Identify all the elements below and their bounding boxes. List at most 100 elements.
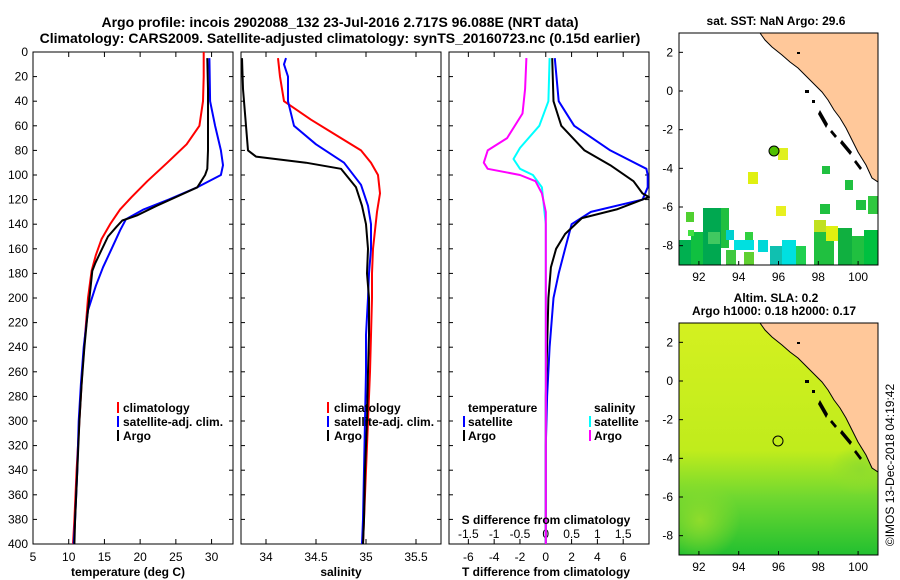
depth-tick-label: 40 bbox=[15, 94, 29, 108]
salinity-legend: climatology satellite-adj. clim. Argo bbox=[327, 401, 434, 443]
legend-label-argo: Argo bbox=[123, 429, 151, 443]
depth-axis-labels: 0 20 40 60 80 100 120 140 160 180 200 220 240 260 280 3… bbox=[8, 45, 28, 551]
legend-label-argo: Argo bbox=[334, 429, 362, 443]
series-line-t-argo bbox=[544, 58, 650, 544]
depth-tick-label: 200 bbox=[8, 291, 28, 305]
title-line-1: Argo profile: incois 2902088_132 23-Jul-… bbox=[101, 14, 578, 30]
sst-cell bbox=[734, 240, 754, 250]
sst-cell bbox=[686, 212, 694, 222]
map-y-tick-label: -4 bbox=[662, 451, 673, 465]
temperature-axes-frame bbox=[32, 51, 234, 545]
sla-anomaly bbox=[679, 480, 740, 555]
island bbox=[854, 160, 862, 170]
map-y-tick-label: 2 bbox=[666, 335, 673, 349]
x-tick-label: 34.5 bbox=[304, 550, 328, 564]
depth-tick-label: 340 bbox=[8, 463, 28, 477]
x-tick-label: 34 bbox=[259, 550, 273, 564]
x-tick-label: 5 bbox=[30, 550, 37, 564]
sst-cell bbox=[820, 204, 830, 214]
depth-tick-label: 400 bbox=[8, 537, 28, 551]
map-x-tick-label: 92 bbox=[692, 560, 706, 574]
series-line-argo bbox=[73, 58, 209, 545]
sst-cell bbox=[721, 208, 729, 248]
sst-cell bbox=[826, 226, 838, 241]
salinity-xlabel: salinity bbox=[320, 565, 362, 579]
island bbox=[830, 130, 837, 138]
depth-tick-label: 300 bbox=[8, 414, 28, 428]
map-x-tick-label: 92 bbox=[692, 270, 706, 284]
temperature-xlabel: temperature (deg C) bbox=[71, 565, 185, 579]
sst-cell bbox=[838, 228, 852, 265]
sst-cell bbox=[745, 232, 753, 240]
island bbox=[812, 390, 815, 393]
map-x-tick-label: 98 bbox=[812, 270, 826, 284]
sst-cell bbox=[845, 180, 853, 190]
temperature-lines bbox=[72, 52, 224, 545]
depth-tick-label: 0 bbox=[21, 45, 28, 59]
legend-label-t-satellite: satellite bbox=[468, 415, 513, 429]
map-y-tick-label: -6 bbox=[662, 490, 673, 504]
s-difference-tick-label: 1 bbox=[594, 527, 601, 541]
sst-cell bbox=[758, 240, 768, 252]
series-line-argo bbox=[241, 58, 370, 545]
depth-tick-label: 160 bbox=[8, 242, 28, 256]
map-y-tick-label: -8 bbox=[662, 239, 673, 253]
depth-tick-label: 380 bbox=[8, 512, 28, 526]
difference-legend-salinity: salinity satellite Argo bbox=[589, 401, 639, 443]
x-tick-label: 35.5 bbox=[404, 550, 428, 564]
series-line-climatology bbox=[277, 57, 381, 545]
salinity-lines bbox=[241, 57, 381, 545]
series-line-satellite-adj-clim- bbox=[72, 58, 224, 545]
temperature-panel: 5 10 15 20 25 30 temperature (deg C) climatol… bbox=[30, 51, 234, 579]
depth-tick-label: 360 bbox=[8, 488, 28, 502]
depth-tick-label: 80 bbox=[15, 143, 29, 157]
x-tick-label: 6 bbox=[620, 550, 627, 564]
island bbox=[797, 52, 800, 54]
series-line-s-argo bbox=[482, 58, 547, 544]
island bbox=[854, 450, 862, 460]
legend-label-climatology: climatology bbox=[123, 401, 190, 415]
difference-x-ticks: -6 -4 -2 0 2 4 6 bbox=[449, 51, 649, 564]
legend-heading-salinity: salinity bbox=[594, 401, 636, 415]
s-difference-tick-label: -0.5 bbox=[510, 527, 531, 541]
s-difference-tick-label: -1 bbox=[489, 527, 500, 541]
map-x-tick-label: 96 bbox=[772, 270, 786, 284]
sst-cell bbox=[814, 220, 826, 232]
depth-tick-label: 260 bbox=[8, 365, 28, 379]
sst-cell bbox=[868, 196, 878, 214]
difference-panel: -6 -4 -2 0 2 4 6 -1.5 -1 -0.5 0 0.5 1 1.5 S differen… bbox=[448, 51, 650, 579]
map-y-tick-label: -6 bbox=[662, 200, 673, 214]
x-tick-label: -6 bbox=[463, 550, 474, 564]
sst-cell bbox=[778, 148, 788, 160]
x-tick-label: 4 bbox=[594, 550, 601, 564]
legend-label-t-argo: Argo bbox=[468, 429, 496, 443]
legend-label-s-argo: Argo bbox=[594, 429, 622, 443]
x-tick-label: 10 bbox=[62, 550, 76, 564]
sst-map-x-ticks: 92 94 96 98 100 bbox=[692, 261, 868, 284]
depth-tick-label: 60 bbox=[15, 119, 29, 133]
map-y-tick-label: 0 bbox=[666, 374, 673, 388]
island bbox=[830, 420, 837, 428]
legend-label-s-satellite: satellite bbox=[594, 415, 639, 429]
sumatra-land bbox=[759, 33, 878, 183]
salinity-x-ticks: 34 34.5 35 35.5 bbox=[241, 51, 441, 564]
x-tick-label: 35 bbox=[359, 550, 373, 564]
island bbox=[840, 430, 852, 445]
depth-tick-label: 120 bbox=[8, 193, 28, 207]
title-line-2: Climatology: CARS2009. Satellite-adjuste… bbox=[40, 30, 641, 46]
legend-heading-temperature: temperature bbox=[468, 401, 538, 415]
series-line-satellite-adj-clim- bbox=[283, 57, 372, 545]
depth-tick-label: 140 bbox=[8, 217, 28, 231]
map-x-tick-label: 96 bbox=[772, 560, 786, 574]
sla-map-x-ticks: 92 94 96 98 100 bbox=[692, 551, 868, 574]
island bbox=[805, 380, 809, 383]
sumatra-land bbox=[759, 323, 878, 473]
sla-map: 92 94 96 98 100 2 0 -2 -4 -6 -8 bbox=[662, 322, 879, 574]
depth-tick-label: 220 bbox=[8, 316, 28, 330]
map-x-tick-label: 100 bbox=[848, 270, 868, 284]
sst-cell bbox=[856, 200, 866, 210]
sla-map-title-2: Argo h1000: 0.18 h2000: 0.17 bbox=[692, 304, 856, 318]
map-y-tick-label: 2 bbox=[666, 45, 673, 59]
difference-legend-temperature: temperature satellite Argo bbox=[463, 401, 538, 443]
